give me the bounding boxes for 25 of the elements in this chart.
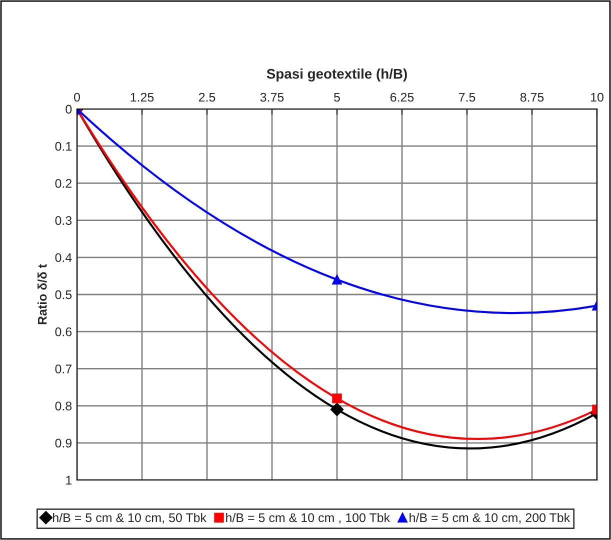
legend-label: h/B = 5 cm & 10 cm, 200 Tbk — [410, 512, 570, 524]
x-tick-label: 1.25 — [130, 92, 154, 102]
y-tick-label: 0.6 — [55, 327, 72, 336]
x-tick-label: 2.5 — [198, 92, 216, 102]
y-tick-label: 0.7 — [55, 364, 72, 374]
y-tick-label: 0.5 — [55, 290, 72, 300]
x-tick-label: 10 — [591, 92, 604, 102]
x-tick-label: 0 — [74, 92, 80, 102]
y-tick-label: 0.4 — [55, 253, 72, 262]
y-tick-label: 0.1 — [55, 142, 72, 151]
y-tick-label: 0.2 — [55, 179, 72, 188]
x-tick-label: 3.75 — [260, 92, 284, 102]
y-tick-label: 0.3 — [55, 216, 72, 225]
x-tick-label: 8.75 — [520, 92, 544, 102]
y-axis-title: Ratio δ/δ t — [38, 264, 47, 324]
x-tick-label: 5 — [334, 92, 340, 102]
x-tick-label: 6.25 — [390, 92, 414, 102]
legend-label: h/B = 5 cm & 10 cm, 50 Tbk — [53, 512, 207, 524]
y-tick-label: 1 — [66, 476, 72, 485]
y-tick-label: 0.9 — [55, 438, 72, 448]
y-tick-label: 0 — [66, 104, 72, 114]
legend-label: h/B = 5 cm & 10 cm , 100 Tbk — [226, 512, 390, 524]
x-axis-title: Spasi geotextile (h/B) — [266, 68, 407, 82]
x-tick-label: 7.5 — [458, 92, 476, 102]
y-tick-label: 0.8 — [55, 402, 72, 410]
